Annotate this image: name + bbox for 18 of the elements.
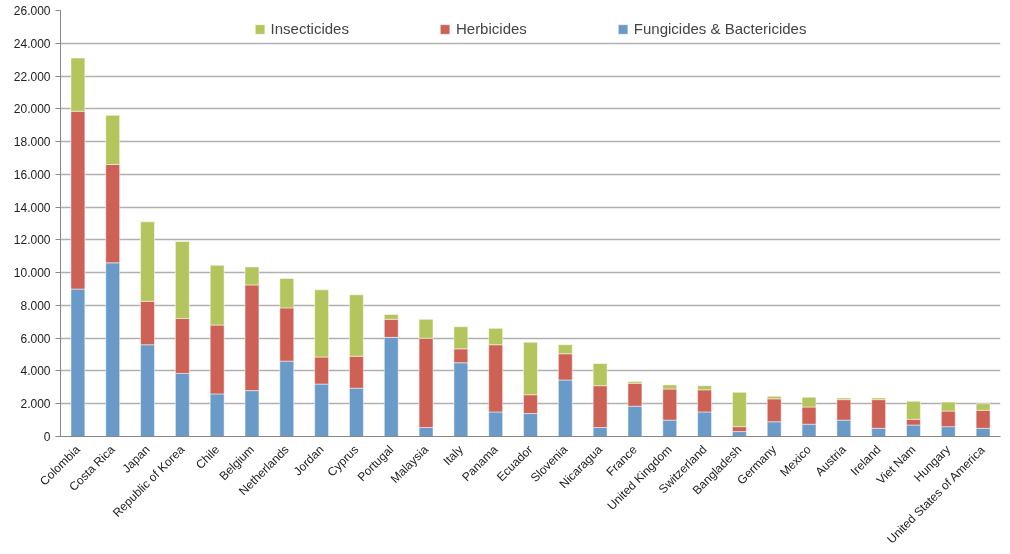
- y-tick-label: 2.000: [20, 397, 51, 412]
- x-tick-label: Italy: [440, 442, 466, 469]
- y-tick-label: 20.000: [13, 102, 51, 117]
- y-tick-label: 24.000: [13, 36, 51, 51]
- y-tick-label: 22.000: [13, 69, 51, 84]
- legend-label: Insecticides: [270, 20, 349, 37]
- legend-label: Herbicides: [455, 20, 527, 37]
- legend-label: Fungicides & Bactericides: [633, 20, 807, 37]
- y-tick-label: 26.000: [13, 4, 51, 18]
- y-tick-label: 0: [43, 430, 51, 444]
- y-tick-label: 8.000: [20, 298, 51, 313]
- y-tick-label: 16.000: [13, 167, 51, 182]
- y-tick-label: 14.000: [13, 200, 51, 215]
- y-tick-label: 18.000: [13, 135, 51, 150]
- y-tick-label: 10.000: [13, 266, 51, 281]
- y-tick-label: 12.000: [13, 233, 51, 248]
- y-tick-label: 4.000: [20, 364, 51, 379]
- y-tick-label: 6.000: [20, 331, 51, 346]
